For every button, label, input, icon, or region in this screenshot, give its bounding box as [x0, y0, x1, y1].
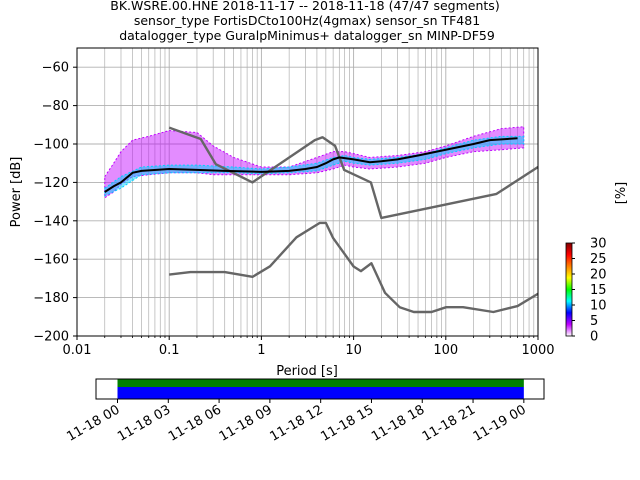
timeline-tick-label: 11-18 18: [369, 402, 427, 444]
timeline-tick-label: 11-19 00: [471, 402, 529, 444]
timeline-blue-bar: [117, 387, 524, 399]
timeline-tick-label: 11-18 06: [166, 402, 224, 444]
x-tick-label: 1: [257, 343, 265, 358]
x-tick-label: 10: [345, 343, 362, 358]
x-tick-label: 0.1: [159, 343, 180, 358]
mean-curve: [104, 137, 518, 193]
colorbar-tick-label: 5: [590, 314, 598, 329]
y-tick-label: −140: [33, 214, 69, 229]
spread-band-middle: [104, 135, 525, 197]
timeline-tick-label: 11-18 21: [420, 402, 478, 444]
plot-frame: [76, 47, 539, 337]
x-tick-label: 0.01: [63, 343, 92, 358]
colorbar-tick-label: 10: [590, 299, 607, 314]
y-tick-label: −80: [42, 99, 69, 114]
timeline-tick-label: 11-18 12: [268, 402, 326, 444]
y-tick-label: −180: [33, 291, 69, 306]
spread-band-outer: [104, 126, 525, 199]
y-tick-label: −160: [33, 253, 69, 268]
colorbar-label: [%]: [614, 182, 629, 205]
noise-model-nlnm: [169, 221, 539, 314]
x-axis-label: Period [s]: [276, 364, 338, 379]
timeline-tick-label: 11-18 03: [115, 402, 173, 444]
colorbar-tick-label: 20: [590, 268, 607, 283]
x-axis-ticks: 0.01 0.1 1 10 100 1000: [63, 336, 555, 358]
chart-title-line-2: sensor_type FortisDCto100Hz(4gmax) senso…: [134, 13, 480, 28]
x-tick-label: 1000: [521, 343, 554, 358]
noise-model-nhnm: [168, 126, 539, 220]
x-tick-label: 100: [433, 343, 458, 358]
chart-title-line-3: datalogger_type GuralpMinimus+ datalogge…: [119, 28, 495, 43]
noise-models: [168, 126, 539, 314]
timeline-green-bar: [117, 379, 524, 387]
grid-lines: [76, 48, 538, 337]
y-axis-ticks: −60 −80 −100 −120 −140 −160 −180 −200: [33, 61, 77, 345]
colorbar-tick-label: 30: [590, 237, 607, 252]
y-tick-label: −200: [33, 330, 69, 345]
timeline-tick-label: 11-18 15: [318, 402, 376, 444]
y-tick-label: −120: [33, 176, 69, 191]
colorbar-tick-label: 15: [590, 283, 607, 298]
plot-area: −60 −80 −100 −120 −140 −160 −180 −200 0.01 0.1 1 1…: [33, 47, 555, 358]
chart-title-line-1: BK.WSRE.00.HNE 2018-11-17 -- 2018-11-18 …: [110, 0, 499, 13]
y-tick-label: −100: [33, 138, 69, 153]
timeline-frame-border: [95, 378, 545, 400]
y-axis-label: Power [dB]: [9, 157, 24, 228]
timeline-tick-label: 11-18 09: [217, 402, 275, 444]
spread-bands: [104, 126, 525, 199]
colorbar-tick-label: 25: [590, 252, 607, 267]
colorbar-gradient: [565, 242, 573, 337]
colorbar-tick-label: 0: [590, 330, 598, 345]
timeline-tick-label: 11-18 00: [64, 402, 122, 444]
y-tick-label: −60: [42, 61, 69, 76]
mean-curve-group: [104, 137, 518, 193]
